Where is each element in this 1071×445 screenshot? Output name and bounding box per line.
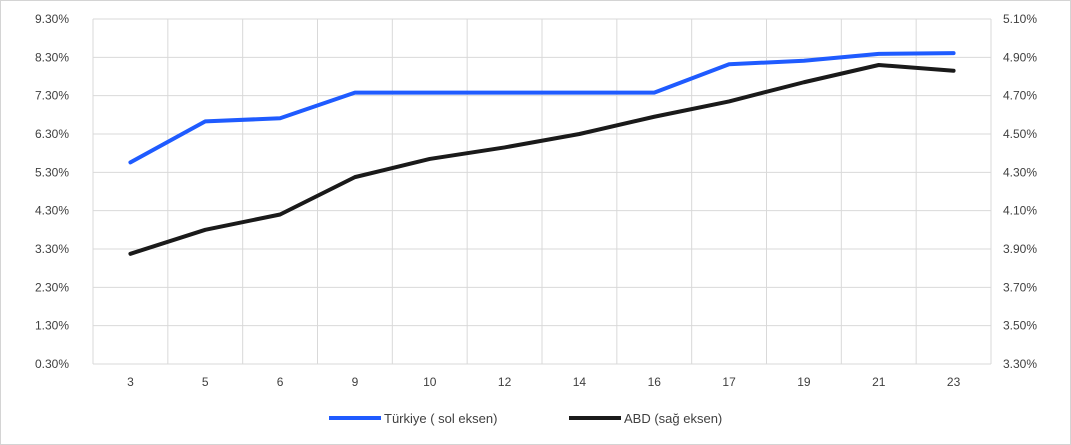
right-axis-tick-label: 4.90% [1003, 50, 1037, 64]
right-axis-ticks: 3.30% 3.50% 3.70% 3.90% 4.10% 4.30% 4.50% 4.70%… [1003, 12, 1037, 371]
left-axis-tick-label: 0.30% [35, 357, 69, 371]
right-axis-tick-label: 4.10% [1003, 204, 1037, 218]
x-axis-tick-label: 5 [202, 375, 209, 389]
left-axis-tick-label: 7.30% [35, 89, 69, 103]
x-axis-tick-label: 17 [722, 375, 736, 389]
legend: Türkiye ( sol eksen) ABD (sağ eksen) [329, 411, 722, 426]
right-axis-tick-label: 4.70% [1003, 89, 1037, 103]
series-lines [128, 51, 956, 256]
left-axis-ticks: 0.30% 1.30% 2.30% 3.30% 4.30% 5.30% 6.30% 7.30%… [35, 12, 69, 371]
left-axis-tick-label: 3.30% [35, 242, 69, 256]
x-axis-tick-label: 23 [947, 375, 961, 389]
right-axis-tick-label: 3.50% [1003, 319, 1037, 333]
right-axis-tick-label: 4.50% [1003, 127, 1037, 141]
legend-label: ABD (sağ eksen) [624, 411, 722, 426]
left-axis-tick-label: 2.30% [35, 280, 69, 294]
x-axis-tick-label: 10 [423, 375, 437, 389]
series-line-turkiye [128, 51, 956, 165]
x-axis-tick-label: 6 [277, 375, 284, 389]
grid-lines [92, 18, 992, 365]
legend-label: Türkiye ( sol eksen) [384, 411, 497, 426]
right-axis-tick-label: 3.70% [1003, 280, 1037, 294]
x-axis-tick-label: 12 [498, 375, 512, 389]
series-line-abd [128, 63, 956, 256]
left-axis-tick-label: 9.30% [35, 12, 69, 26]
left-axis-tick-label: 4.30% [35, 204, 69, 218]
x-axis-tick-label: 16 [648, 375, 662, 389]
left-axis-tick-label: 5.30% [35, 165, 69, 179]
x-axis-tick-label: 3 [127, 375, 134, 389]
x-axis-tick-label: 9 [352, 375, 359, 389]
right-axis-tick-label: 3.30% [1003, 357, 1037, 371]
x-axis-tick-label: 19 [797, 375, 811, 389]
right-axis-tick-label: 4.30% [1003, 165, 1037, 179]
right-axis-tick-label: 5.10% [1003, 12, 1037, 26]
right-axis-tick-label: 3.90% [1003, 242, 1037, 256]
x-axis-tick-label: 14 [573, 375, 587, 389]
left-axis-tick-label: 1.30% [35, 319, 69, 333]
left-axis-tick-label: 6.30% [35, 127, 69, 141]
x-axis-ticks: 3 5 6 9 10 12 14 16 17 19 21 23 [127, 375, 961, 389]
left-axis-tick-label: 8.30% [35, 50, 69, 64]
x-axis-tick-label: 21 [872, 375, 886, 389]
